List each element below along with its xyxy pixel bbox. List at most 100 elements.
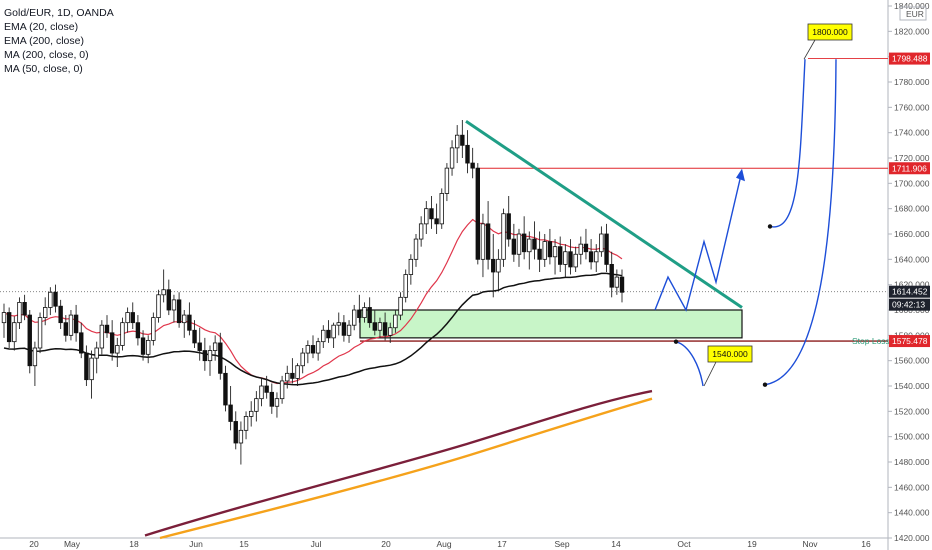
y-tick-label: 1480.000 <box>894 457 930 467</box>
candle-body <box>63 322 68 336</box>
callout-1800-text: 1800.000 <box>812 27 848 37</box>
chart-legend: Gold/EUR, 1D, OANDA EMA (20, close) EMA … <box>4 6 114 76</box>
candle-body <box>480 223 486 260</box>
candle-body <box>176 299 182 324</box>
candle-body <box>156 294 161 318</box>
legend-symbol: Gold/EUR, 1D, OANDA <box>4 7 114 19</box>
x-tick-label: Oct <box>677 539 691 549</box>
candle-body <box>223 372 228 406</box>
candle-body <box>367 307 372 324</box>
candle-body <box>599 233 604 253</box>
candle-body <box>171 299 177 311</box>
candle-body <box>151 317 156 341</box>
candle-body <box>434 218 439 225</box>
y-tick-label: 1820.000 <box>894 26 930 36</box>
candle-body <box>516 233 522 255</box>
candle-body <box>202 350 208 362</box>
candle-body <box>594 251 599 263</box>
candle-body <box>362 307 367 319</box>
candle-body <box>393 314 398 329</box>
candle-body <box>521 233 527 253</box>
y-tick-label: 1640.000 <box>894 254 930 264</box>
y-tick-label: 1760.000 <box>894 102 930 112</box>
price-tag-text: 1798.488 <box>892 54 928 64</box>
ma200-line <box>144 389 653 537</box>
candle-body <box>388 327 393 336</box>
x-tick-label: 15 <box>239 539 249 549</box>
candle-body <box>79 332 84 354</box>
candle-body <box>439 193 444 225</box>
candle-body <box>305 345 311 354</box>
x-tick-label: 14 <box>611 539 621 549</box>
candle-body <box>37 317 43 349</box>
candle-body <box>310 345 316 354</box>
candle-body <box>496 258 501 273</box>
descending-trendline <box>465 120 743 309</box>
y-tick-label: 1700.000 <box>894 178 930 188</box>
x-tick-label: Nov <box>802 539 818 549</box>
candle-body <box>259 385 264 400</box>
price-tag <box>889 298 930 311</box>
candle-body <box>140 337 146 355</box>
x-tick-label: Aug <box>436 539 451 549</box>
candle-body <box>264 385 269 393</box>
callout-1800 <box>807 23 853 41</box>
callout-1540 <box>707 345 753 363</box>
y-tick-label: 1620.000 <box>894 280 930 290</box>
candle-body <box>558 246 563 265</box>
candle-body <box>454 134 460 149</box>
candle-body <box>109 332 115 354</box>
candle-body <box>351 309 357 326</box>
y-tick-label: 1720.000 <box>894 153 930 163</box>
x-tick-label: Sep <box>554 539 569 549</box>
candle-body <box>470 162 475 169</box>
candle-body <box>465 144 470 164</box>
y-tick-label: 1460.000 <box>894 482 930 492</box>
legend-ema20: EMA (20, close) <box>4 21 79 33</box>
price-tag <box>889 285 930 298</box>
candle-body <box>89 357 94 381</box>
y-tick-label: 1840.000 <box>894 1 930 11</box>
candle-body <box>573 253 578 268</box>
candle-body <box>17 301 22 324</box>
candle-body <box>68 314 74 336</box>
candle-body <box>27 314 32 367</box>
y-tick-label: 1520.000 <box>894 406 930 416</box>
candle-body <box>377 322 383 331</box>
candle-body <box>501 213 506 260</box>
up-arrow-1 <box>769 59 806 228</box>
candle-body <box>115 345 120 354</box>
legend-ma50: MA (50, close, 0) <box>4 63 83 75</box>
candle-body <box>403 274 408 298</box>
candle-body <box>382 322 388 336</box>
candle-body <box>449 147 455 169</box>
ema200-line <box>3 272 623 386</box>
candle-body <box>274 398 280 407</box>
legend-ma200: MA (200, close, 0) <box>4 49 89 61</box>
down-arrow-origin <box>673 339 679 344</box>
candle-body <box>619 276 625 293</box>
y-tick-label: 1780.000 <box>894 77 930 87</box>
candle-body <box>511 238 517 255</box>
candle-body <box>336 322 341 326</box>
candle-body <box>269 391 274 407</box>
y-tick-label: 1540.000 <box>894 381 930 391</box>
candle-body <box>120 322 125 346</box>
candle-body <box>460 134 465 146</box>
candle-body <box>398 296 403 316</box>
candle-body <box>104 324 110 334</box>
candle-body <box>583 243 589 253</box>
candle-body <box>53 291 58 307</box>
candle-body <box>326 329 331 339</box>
candle-body <box>212 342 218 351</box>
candle-body <box>413 238 419 260</box>
candle-body <box>187 314 192 331</box>
price-tag-text: 09:42:13 <box>892 300 925 310</box>
candle-body <box>491 258 496 273</box>
up-arrow-1-origin <box>767 224 773 229</box>
candle-body <box>32 347 38 367</box>
candle-body <box>58 305 63 324</box>
candle-body <box>578 243 583 255</box>
